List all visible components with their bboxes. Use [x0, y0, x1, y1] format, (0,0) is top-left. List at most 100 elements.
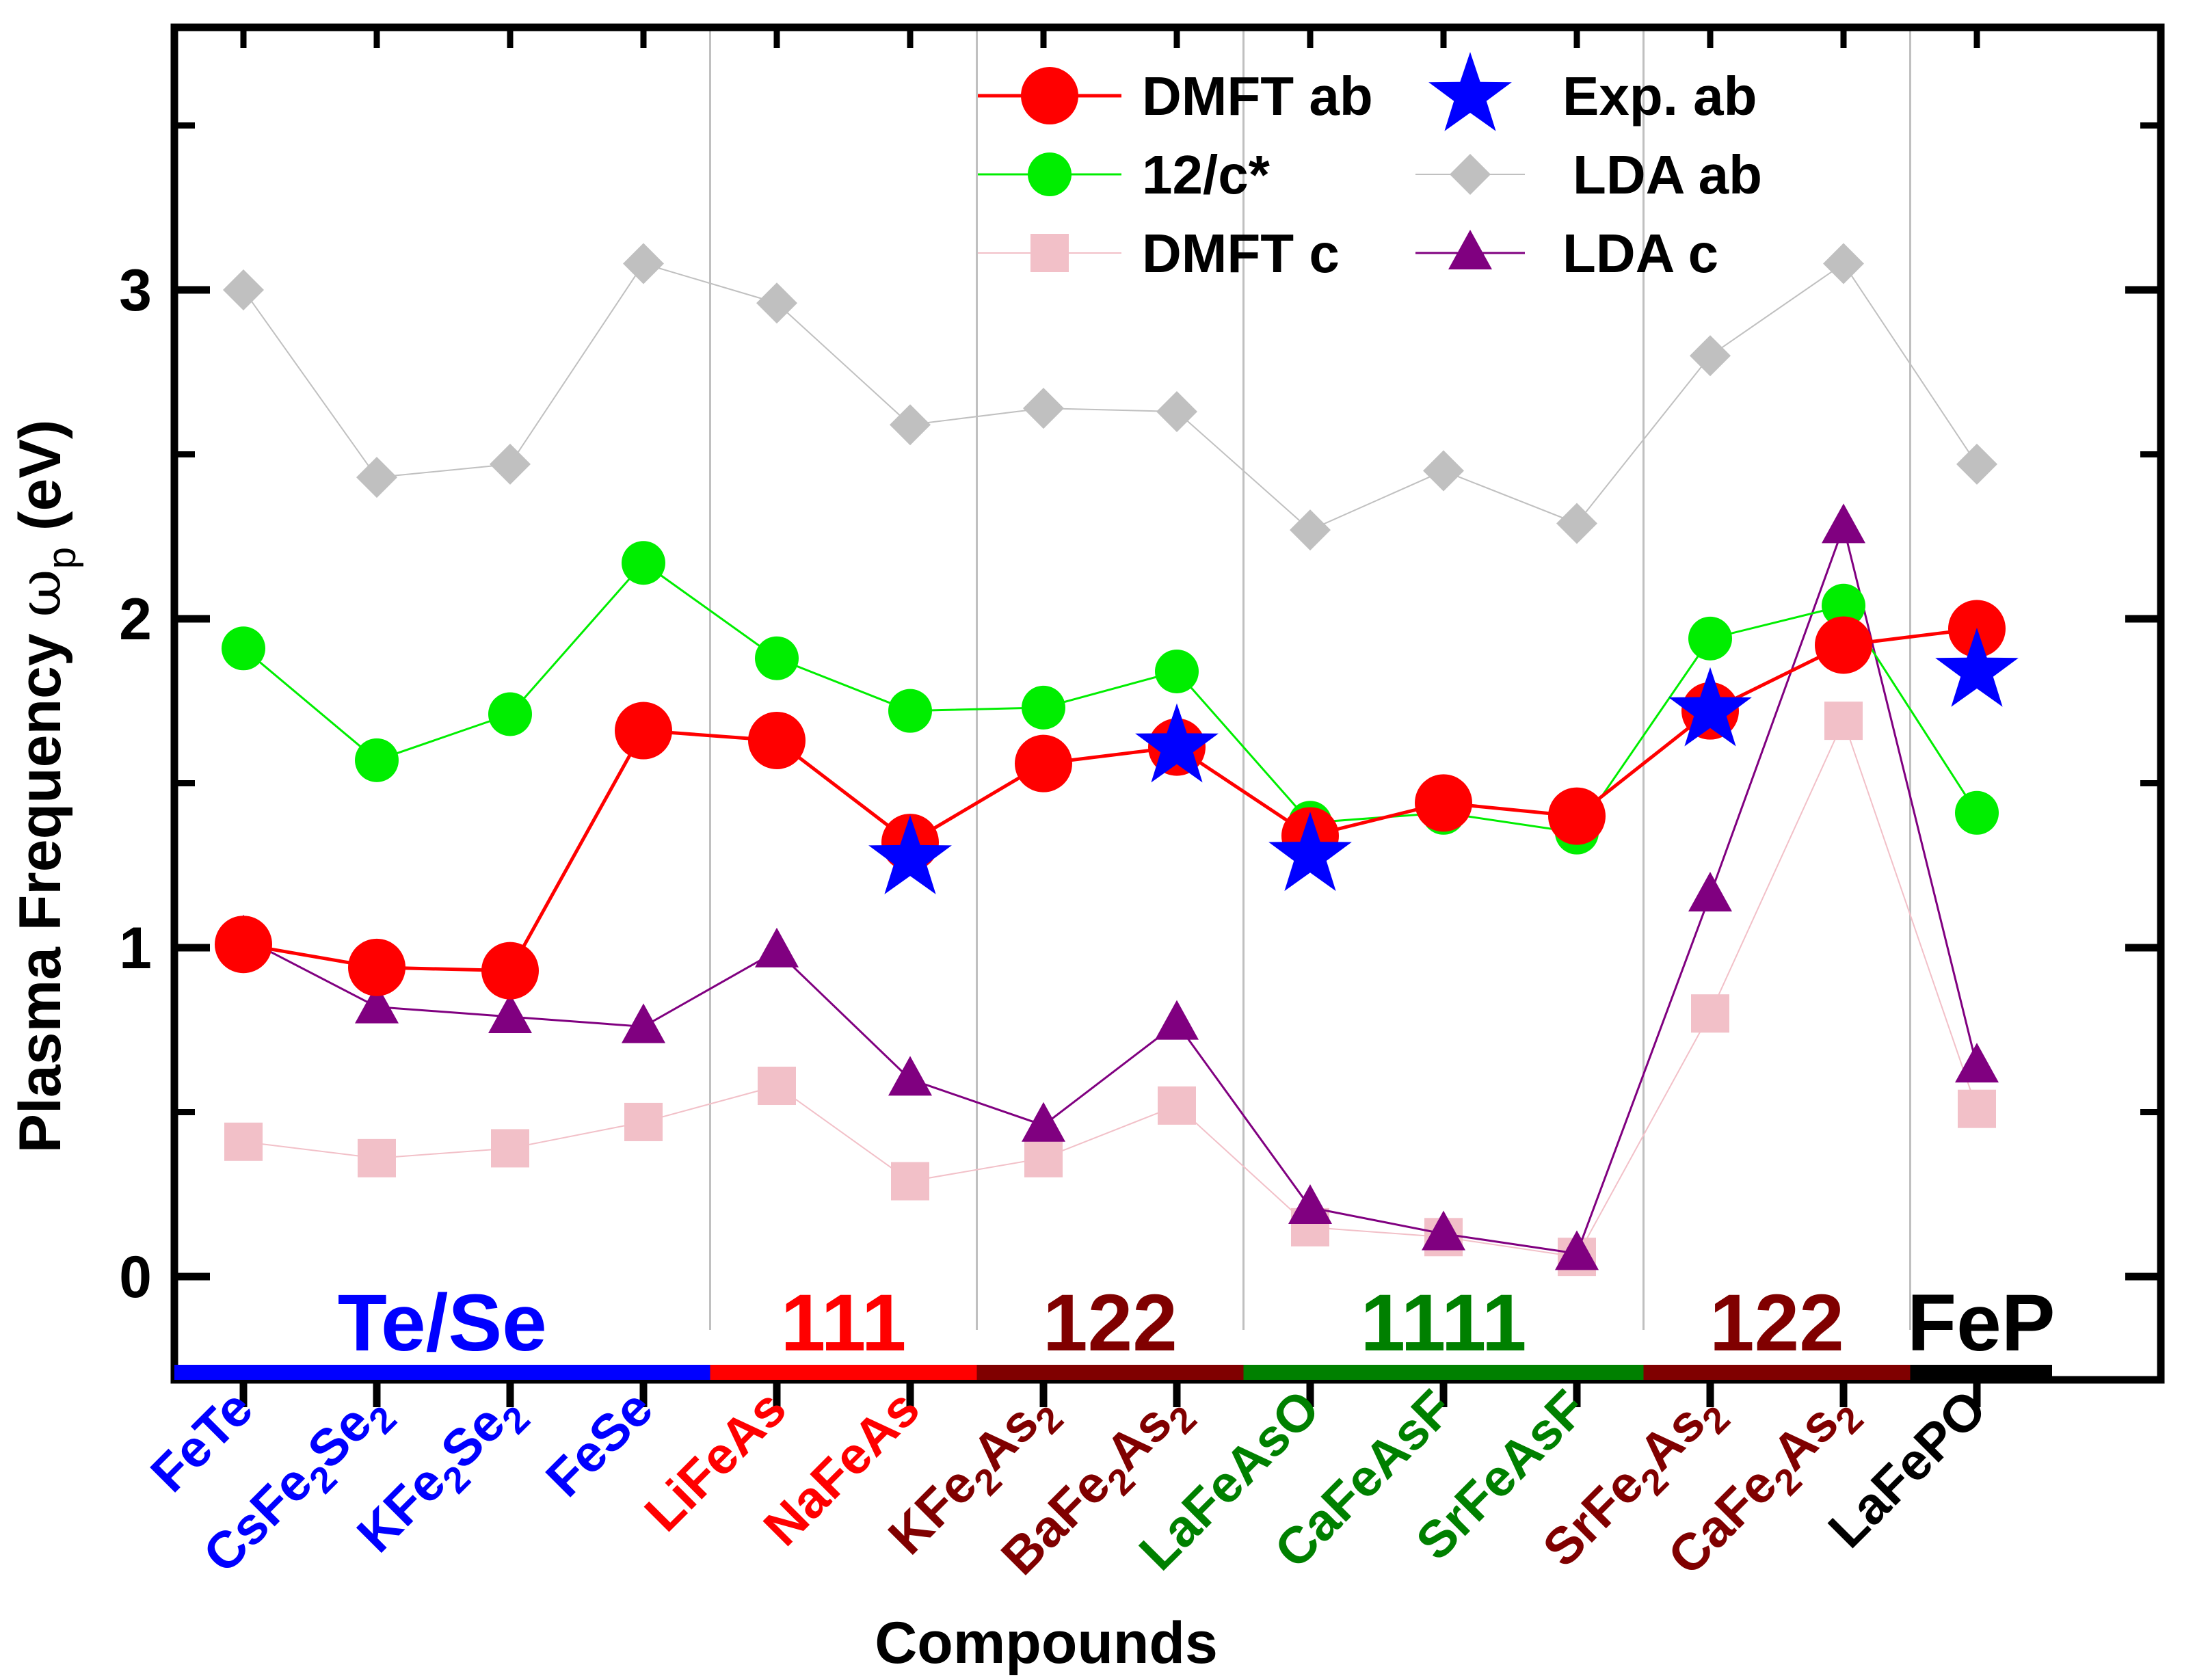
y-tick-label: 3	[119, 258, 152, 323]
data-point	[622, 541, 665, 585]
data-point	[215, 916, 272, 974]
legend-marker	[1428, 52, 1512, 131]
legend-item: DMFT c	[978, 223, 1340, 284]
group-bar	[174, 1365, 710, 1380]
legend-label: LDA ab	[1573, 144, 1762, 205]
axis-ticks: 0 1 2 3	[119, 27, 2161, 1407]
data-point	[1024, 1138, 1063, 1177]
legend-marker	[1028, 152, 1072, 196]
legend-item: Exp. ab	[1428, 52, 1757, 131]
data-point	[1015, 734, 1072, 792]
series-12-c	[222, 541, 1999, 855]
y-axis-title-subscript: p	[40, 547, 84, 569]
y-axis-title-main: Plasma Frequency	[8, 617, 73, 1153]
legend-item: LDA c	[1415, 223, 1718, 284]
series-exp-ab	[868, 628, 2019, 894]
data-point	[488, 994, 532, 1034]
data-point	[1955, 1043, 1999, 1083]
legend-item: LDA ab	[1415, 144, 1762, 205]
data-point	[615, 702, 672, 760]
y-tick-label: 0	[119, 1244, 152, 1310]
data-point	[1423, 450, 1464, 492]
data-point	[868, 815, 952, 894]
data-point	[622, 1003, 665, 1043]
data-point	[348, 938, 405, 996]
data-series	[215, 243, 2019, 1277]
data-point	[1022, 685, 1065, 730]
series-lda-ab	[223, 243, 1997, 551]
data-point	[1955, 790, 1999, 835]
series-line	[243, 263, 1978, 531]
group-label: 122	[1710, 1278, 1844, 1368]
group-label: 111	[781, 1278, 907, 1368]
data-point	[1823, 243, 1864, 284]
y-axis-title-omega: ω	[6, 569, 75, 617]
compound-groups: Te/Se 111 122 1111 122 FeP	[174, 1278, 2055, 1380]
data-point	[623, 243, 664, 284]
data-point	[758, 1067, 796, 1106]
data-point	[1958, 1089, 1996, 1128]
data-point	[490, 443, 531, 485]
series-dmft-c	[224, 702, 1996, 1277]
data-point	[888, 1056, 932, 1096]
data-point	[355, 983, 399, 1024]
legend-label: 12/c*	[1142, 144, 1271, 205]
data-point	[358, 1138, 396, 1177]
data-point	[1023, 388, 1064, 429]
group-bar	[1643, 1365, 1911, 1380]
data-point	[1135, 703, 1219, 783]
group-label: 1111	[1361, 1278, 1527, 1368]
group-bar	[976, 1365, 1244, 1380]
group-bar	[1243, 1365, 1644, 1380]
y-tick-label: 1	[119, 916, 152, 981]
legend-label: Exp. ab	[1562, 66, 1757, 126]
series-line	[243, 561, 1978, 834]
legend-item: 12/c*	[978, 144, 1271, 205]
data-point	[1422, 1210, 1465, 1251]
data-point	[1815, 616, 1872, 674]
data-point	[891, 1162, 929, 1201]
data-point	[624, 1102, 663, 1141]
group-label: FeP	[1907, 1278, 2055, 1368]
data-point	[1156, 390, 1197, 432]
data-point	[1956, 443, 1997, 485]
data-point	[481, 942, 539, 1000]
group-label: 122	[1043, 1278, 1178, 1368]
data-point	[1935, 628, 2019, 707]
group-label: Te/Se	[338, 1278, 547, 1368]
data-point	[1555, 1230, 1599, 1270]
data-point	[1688, 872, 1732, 912]
data-point	[224, 1122, 263, 1161]
data-point	[890, 404, 931, 446]
y-tick-label: 2	[119, 587, 152, 652]
x-axis-title: Compounds	[875, 1610, 1218, 1676]
data-point	[491, 1129, 529, 1168]
data-point	[488, 692, 532, 736]
legend-label: DMFT ab	[1142, 66, 1373, 126]
data-point	[355, 738, 399, 782]
data-point	[1155, 649, 1199, 693]
legend-marker	[1030, 234, 1069, 272]
data-point	[1022, 1102, 1065, 1142]
data-point	[888, 689, 932, 733]
data-point	[1415, 774, 1472, 832]
series-line	[243, 525, 1978, 1255]
series-dmft-ab	[215, 600, 2006, 1000]
data-point	[1691, 994, 1729, 1033]
data-point	[1288, 1184, 1332, 1224]
data-point	[748, 711, 806, 769]
data-point	[223, 269, 264, 310]
y-axis-title: Plasma Frequency ωp (eV)	[6, 420, 84, 1154]
data-point	[1822, 583, 1865, 628]
data-point	[1158, 1086, 1196, 1125]
data-point	[1290, 509, 1331, 551]
group-bar	[710, 1365, 977, 1380]
data-point	[756, 282, 797, 324]
y-axis-title-unit: (eV)	[8, 420, 73, 547]
data-point	[222, 626, 265, 671]
legend: DMFT ab 12/c* DMFT c Exp. ab LDA ab LDA c	[978, 52, 1762, 284]
data-point	[1688, 616, 1732, 661]
data-point	[1556, 503, 1597, 544]
data-point	[755, 927, 799, 968]
